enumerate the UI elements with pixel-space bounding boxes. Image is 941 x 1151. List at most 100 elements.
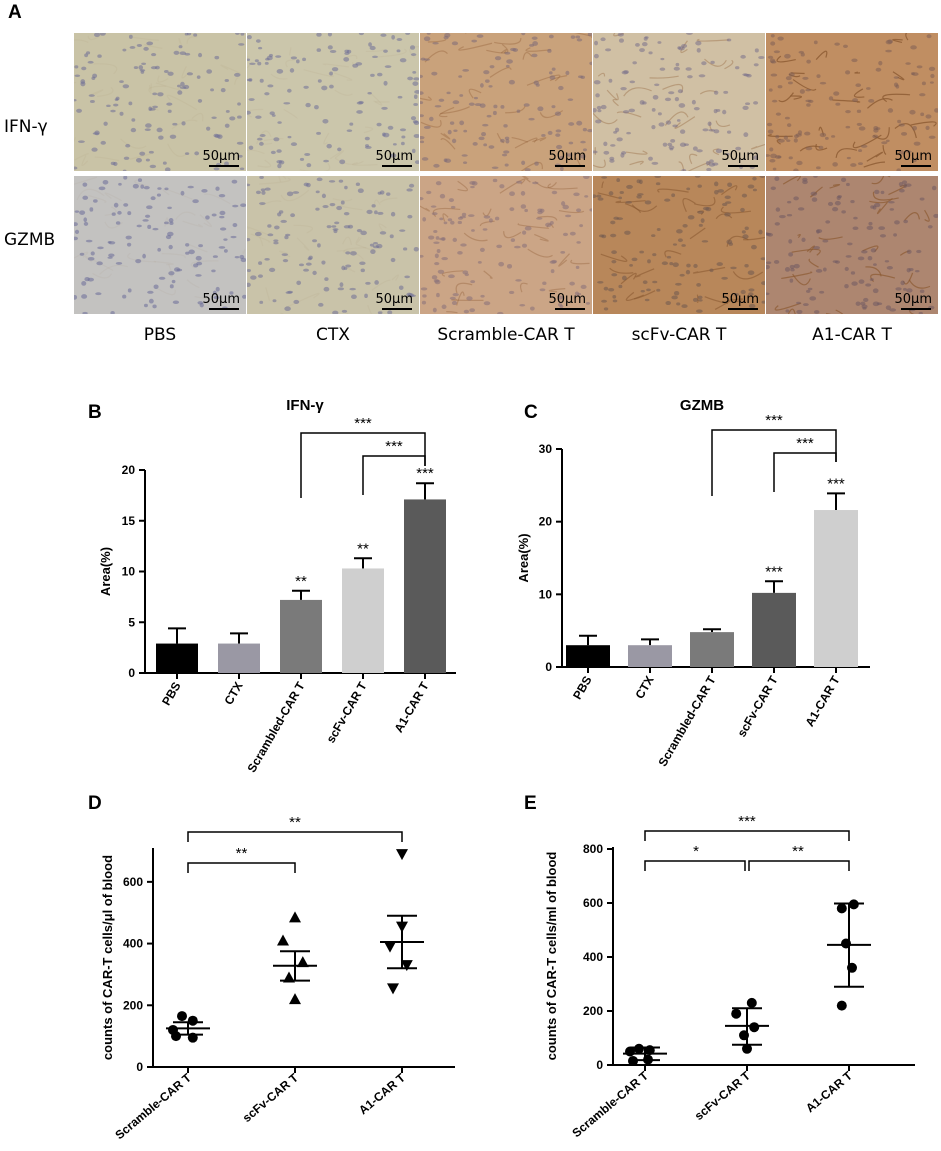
cell-nucleus xyxy=(870,205,875,209)
cell-nucleus xyxy=(784,53,791,59)
cell-nucleus xyxy=(345,264,352,268)
cell-nucleus xyxy=(277,212,282,217)
cell-nucleus xyxy=(150,66,158,70)
cell-nucleus xyxy=(696,283,702,287)
cell-nucleus xyxy=(305,102,311,108)
cell-nucleus xyxy=(147,290,154,294)
cell-nucleus xyxy=(122,48,127,52)
cell-nucleus xyxy=(448,274,455,279)
stain-fiber xyxy=(664,250,682,258)
cell-nucleus xyxy=(521,160,526,166)
cell-nucleus xyxy=(410,116,417,121)
cell-nucleus xyxy=(357,188,364,194)
cell-nucleus xyxy=(516,109,521,113)
stain-fiber xyxy=(511,136,529,143)
stain-fiber xyxy=(166,94,198,111)
cell-nucleus xyxy=(135,258,142,264)
cell-nucleus xyxy=(119,111,124,116)
cell-nucleus xyxy=(802,177,808,182)
x-tick-label: scFv-CAR T xyxy=(323,679,369,745)
cell-nucleus xyxy=(414,90,419,94)
cell-nucleus xyxy=(430,205,437,208)
cell-nucleus xyxy=(111,212,116,216)
cell-nucleus xyxy=(893,76,900,79)
cell-nucleus xyxy=(769,158,776,163)
cell-nucleus xyxy=(332,228,339,231)
cell-nucleus xyxy=(380,33,387,37)
data-point xyxy=(177,1011,187,1022)
cell-nucleus xyxy=(153,284,159,290)
cell-nucleus xyxy=(271,114,276,117)
cell-nucleus xyxy=(740,207,745,213)
cell-nucleus xyxy=(679,129,686,134)
cell-nucleus xyxy=(220,88,226,93)
cell-nucleus xyxy=(783,135,789,140)
cell-nucleus xyxy=(83,221,89,226)
cell-nucleus xyxy=(390,153,397,158)
cell-nucleus xyxy=(624,230,631,235)
cell-nucleus xyxy=(536,217,543,220)
chart-title: IFN-γ xyxy=(286,397,324,414)
cell-nucleus xyxy=(519,303,526,307)
cell-nucleus xyxy=(496,244,503,249)
cell-nucleus xyxy=(420,140,425,144)
cell-nucleus xyxy=(98,186,106,191)
cell-nucleus xyxy=(706,167,712,171)
cell-nucleus xyxy=(177,90,183,95)
cell-nucleus xyxy=(766,122,773,127)
cell-nucleus xyxy=(79,210,86,215)
stain-fiber xyxy=(924,209,930,222)
scale-bar xyxy=(901,165,931,167)
cell-nucleus xyxy=(878,226,886,231)
cell-nucleus xyxy=(730,266,737,270)
cell-nucleus xyxy=(573,192,580,197)
y-axis-label: Area(%) xyxy=(98,547,113,596)
cell-nucleus xyxy=(267,84,274,88)
cell-nucleus xyxy=(708,128,716,132)
cell-nucleus xyxy=(580,284,587,290)
cell-nucleus xyxy=(81,281,87,286)
cell-nucleus xyxy=(777,85,783,89)
significance-label: *** xyxy=(796,435,814,452)
cell-nucleus xyxy=(463,161,468,164)
stain-fiber xyxy=(247,149,265,155)
y-tick-label: 30 xyxy=(539,442,553,456)
cell-nucleus xyxy=(785,76,792,81)
cell-nucleus xyxy=(745,102,751,105)
cell-nucleus xyxy=(316,33,322,37)
stain-fiber xyxy=(549,75,568,82)
cell-nucleus xyxy=(696,149,703,153)
cell-nucleus xyxy=(508,79,515,85)
cell-nucleus xyxy=(122,169,127,171)
stain-fiber xyxy=(657,188,689,193)
cell-nucleus xyxy=(254,231,262,237)
cell-nucleus xyxy=(857,162,863,166)
cell-nucleus xyxy=(568,122,575,126)
cell-nucleus xyxy=(646,288,651,292)
significance-bracket xyxy=(187,862,296,873)
cell-nucleus xyxy=(899,188,905,193)
cell-nucleus xyxy=(801,237,806,242)
cell-nucleus xyxy=(796,309,803,314)
cell-nucleus xyxy=(259,134,266,137)
cell-nucleus xyxy=(247,269,251,273)
cell-nucleus xyxy=(172,300,180,305)
cell-nucleus xyxy=(651,125,656,130)
cell-nucleus xyxy=(457,220,463,225)
data-point xyxy=(836,903,847,914)
cell-nucleus xyxy=(499,184,505,189)
stain-fiber xyxy=(635,268,655,278)
stain-fiber xyxy=(633,290,656,300)
cell-nucleus xyxy=(232,223,238,228)
cell-nucleus xyxy=(898,123,905,127)
cell-nucleus xyxy=(520,191,526,196)
cell-nucleus xyxy=(748,292,754,297)
cell-nucleus xyxy=(896,168,901,171)
cell-nucleus xyxy=(110,109,116,113)
stain-fiber xyxy=(420,96,432,101)
cell-nucleus xyxy=(248,145,254,150)
bar xyxy=(628,645,672,667)
cell-nucleus xyxy=(74,166,78,170)
cell-nucleus xyxy=(329,202,336,207)
stain-fiber xyxy=(715,120,731,128)
